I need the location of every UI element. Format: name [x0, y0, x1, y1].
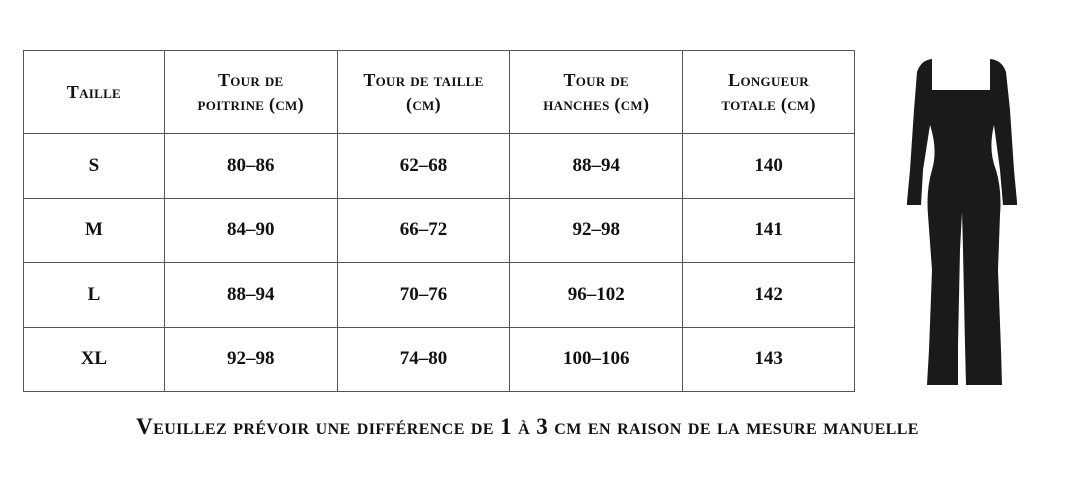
header-line: (cm)	[406, 94, 441, 114]
header-line: hanches (cm)	[543, 94, 650, 114]
table-cell: 92–98	[163, 326, 338, 392]
table-cell: 74–80	[336, 326, 511, 392]
table-cell: 88–94	[509, 133, 684, 199]
header-line: poitrine (cm)	[197, 94, 304, 114]
header-line: Tour de taille	[363, 70, 484, 90]
table-cell: 100–106	[509, 326, 684, 392]
table-cell: XL	[23, 326, 165, 392]
table-row: L 88–94 70–76 96–102 142	[23, 262, 855, 328]
table-row: XL 92–98 74–80 100–106 143	[23, 326, 855, 392]
header-size: Taille	[23, 50, 165, 134]
header-line: Longueur	[728, 70, 809, 90]
table-cell: 66–72	[336, 197, 511, 263]
table-cell: 92–98	[509, 197, 684, 263]
header-line: Taille	[66, 82, 122, 102]
size-chart-table: Taille Tour de poitrine (cm) Tour de tail…	[23, 50, 855, 392]
header-hips: Tour de hanches (cm)	[509, 50, 684, 134]
header-line: Tour de	[563, 70, 630, 90]
measurement-note: Veuillez prévoir une différence de 1 à 3…	[136, 414, 919, 439]
table-cell: 141	[682, 197, 855, 263]
table-cell: 143	[682, 326, 855, 392]
table-cell: S	[23, 133, 165, 199]
header-length: Longueur totale (cm)	[682, 50, 855, 134]
header-line: Tour de	[217, 70, 284, 90]
table-cell: 140	[682, 133, 855, 199]
header-waist: Tour de taille (cm)	[336, 50, 511, 134]
table-cell: 80–86	[163, 133, 338, 199]
table-row: S 80–86 62–68 88–94 140	[23, 133, 855, 199]
table-cell: 84–90	[163, 197, 338, 263]
table-cell: 142	[682, 262, 855, 328]
table-cell: L	[23, 262, 165, 328]
table-cell: 70–76	[336, 262, 511, 328]
header-line: totale (cm)	[721, 94, 816, 114]
table-cell: 88–94	[163, 262, 338, 328]
table-cell: M	[23, 197, 165, 263]
table-cell: 62–68	[336, 133, 511, 199]
jumpsuit-shape	[907, 59, 1017, 385]
header-row: Taille Tour de poitrine (cm) Tour de tail…	[23, 50, 855, 134]
table-cell: 96–102	[509, 262, 684, 328]
table-row: M 84–90 66–72 92–98 141	[23, 197, 855, 263]
jumpsuit-image	[907, 59, 1017, 385]
header-bust: Tour de poitrine (cm)	[163, 50, 338, 134]
